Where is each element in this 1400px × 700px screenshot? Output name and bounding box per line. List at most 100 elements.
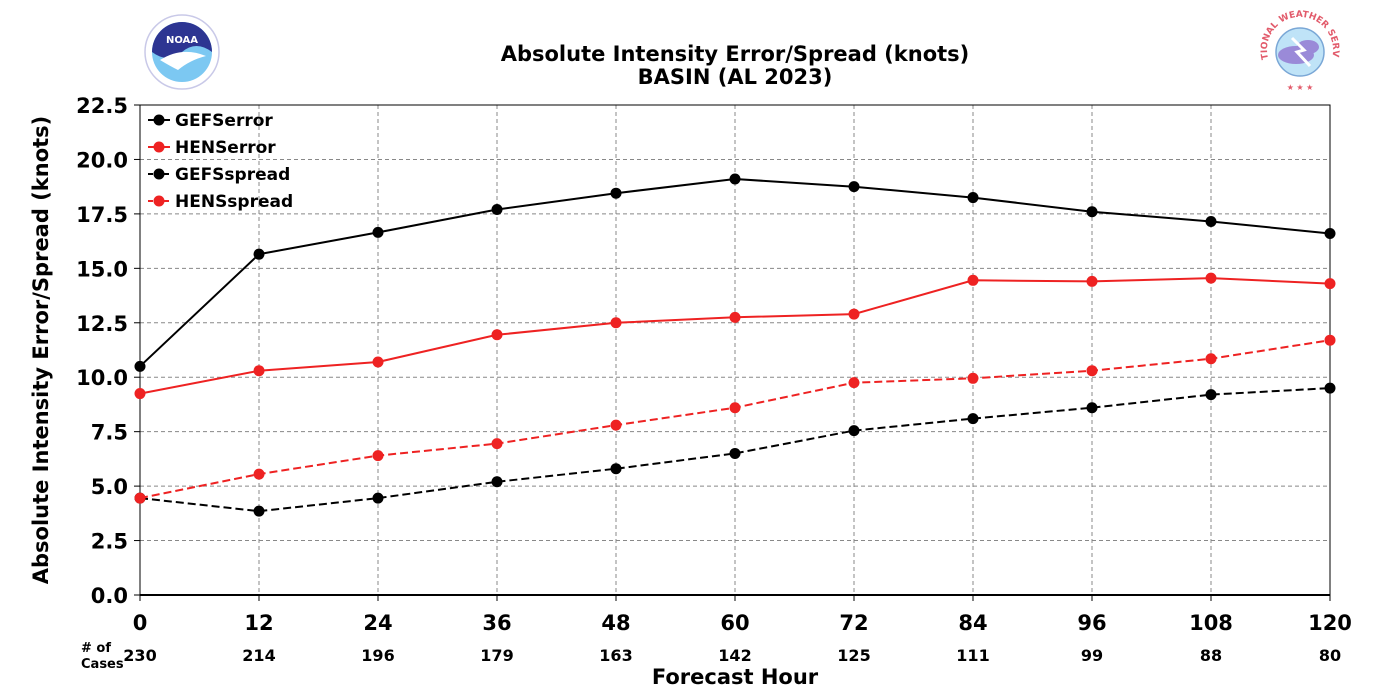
legend: GEFSerror HENSerror GEFSspread HENSspread xyxy=(148,111,293,212)
x-tick-label: 0 xyxy=(133,611,148,635)
series-line-hensspread xyxy=(139,339,1331,500)
case-count: 214 xyxy=(242,646,275,665)
data-point-hensspread xyxy=(1205,353,1217,365)
data-point-hensspread xyxy=(253,468,265,480)
data-point-henserror xyxy=(491,329,503,341)
data-point-gefsspread xyxy=(253,505,265,517)
x-tick-label: 36 xyxy=(482,611,511,635)
y-tick-label: 0.0 xyxy=(91,584,128,608)
legend-label-gefsspread: GEFSspread xyxy=(175,165,290,185)
data-point-henserror xyxy=(1086,275,1098,287)
data-point-hensspread xyxy=(372,450,384,462)
x-tick-label: 24 xyxy=(363,611,392,635)
data-point-gefserror xyxy=(848,181,860,193)
data-point-gefsspread xyxy=(610,463,622,475)
data-point-gefsspread xyxy=(1324,382,1336,394)
data-point-henserror xyxy=(610,317,622,329)
x-tick-label: 96 xyxy=(1077,611,1106,635)
data-point-hensspread xyxy=(1324,334,1336,346)
data-point-gefserror xyxy=(372,226,384,238)
data-point-hensspread xyxy=(729,402,741,414)
case-count: 163 xyxy=(599,646,632,665)
y-tick-label: 7.5 xyxy=(91,421,128,445)
data-point-henserror xyxy=(134,388,146,400)
legend-label-gefserror: GEFSerror xyxy=(175,111,273,131)
data-point-hensspread xyxy=(967,372,979,384)
data-point-gefserror xyxy=(610,187,622,199)
data-point-hensspread xyxy=(491,438,503,450)
data-point-gefsspread xyxy=(372,492,384,504)
case-count: 230 xyxy=(123,646,156,665)
data-point-gefserror xyxy=(729,173,741,185)
x-tick-label: 84 xyxy=(958,611,987,635)
data-point-hensspread xyxy=(848,377,860,389)
data-point-gefserror xyxy=(1086,206,1098,218)
data-point-henserror xyxy=(372,356,384,368)
y-tick-label: 22.5 xyxy=(76,94,128,118)
data-point-henserror xyxy=(729,311,741,323)
case-count: 125 xyxy=(837,646,870,665)
y-tick-label: 5.0 xyxy=(91,475,128,499)
y-tick-label: 12.5 xyxy=(76,312,128,336)
case-count: 80 xyxy=(1319,646,1341,665)
y-axis-ticks: 0.0 2.5 5.0 7.5 10.0 12.5 15.0 17.5 20.0 22.5 xyxy=(76,94,140,608)
y-tick-label: 20.0 xyxy=(76,148,128,172)
x-axis-ticks: 0 12 24 36 48 60 72 84 96 108 120 xyxy=(133,595,1352,635)
data-point-gefserror xyxy=(967,192,979,204)
data-point-henserror xyxy=(1324,278,1336,290)
legend-marker-hensspread xyxy=(153,195,165,207)
legend-marker-henserror xyxy=(153,141,165,153)
data-point-gefsspread xyxy=(1086,402,1098,414)
y-tick-label: 10.0 xyxy=(76,366,128,390)
x-tick-label: 72 xyxy=(839,611,868,635)
y-tick-label: 17.5 xyxy=(76,203,128,227)
y-axis-label: Absolute Intensity Error/Spread (knots) xyxy=(29,116,53,585)
series-lines xyxy=(134,173,1336,517)
data-point-hensspread xyxy=(134,492,146,504)
legend-marker-gefsspread xyxy=(153,168,165,180)
chart-subtitle: BASIN (AL 2023) xyxy=(638,65,833,89)
chart-title: Absolute Intensity Error/Spread (knots) xyxy=(501,42,970,66)
noaa-logo-text: NOAA xyxy=(166,35,198,46)
data-point-gefserror xyxy=(134,360,146,372)
data-point-hensspread xyxy=(1086,365,1098,377)
case-count: 196 xyxy=(361,646,394,665)
data-point-gefsspread xyxy=(491,476,503,488)
noaa-logo: NOAA xyxy=(144,14,220,90)
x-tick-label: 12 xyxy=(244,611,273,635)
x-tick-label: 108 xyxy=(1189,611,1233,635)
data-point-gefsspread xyxy=(729,447,741,459)
data-point-gefserror xyxy=(491,204,503,216)
data-point-henserror xyxy=(253,365,265,377)
x-axis-label: Forecast Hour xyxy=(652,665,819,689)
data-point-gefsspread xyxy=(848,425,860,437)
data-point-henserror xyxy=(1205,272,1217,284)
x-tick-label: 48 xyxy=(601,611,630,635)
case-count: 99 xyxy=(1081,646,1103,665)
y-tick-label: 2.5 xyxy=(91,530,128,554)
nws-logo-stars: ★ ★ ★ xyxy=(1287,83,1314,92)
case-counts: 230 214 196 179 163 142 125 111 99 88 80 xyxy=(123,646,1341,665)
data-point-gefsspread xyxy=(967,413,979,425)
case-count: 88 xyxy=(1200,646,1222,665)
data-point-gefserror xyxy=(1205,216,1217,228)
case-count: 111 xyxy=(956,646,989,665)
case-count: 179 xyxy=(480,646,513,665)
cases-header-line1: # of xyxy=(81,641,111,656)
series-line-gefsspread xyxy=(139,387,1331,513)
legend-marker-gefserror xyxy=(153,114,165,126)
case-count: 142 xyxy=(718,646,751,665)
cases-header-line2: Cases xyxy=(81,657,124,672)
legend-label-henserror: HENSerror xyxy=(175,138,276,158)
data-point-gefserror xyxy=(1324,227,1336,239)
data-point-gefserror xyxy=(253,248,265,260)
data-point-gefsspread xyxy=(1205,389,1217,401)
data-point-henserror xyxy=(848,308,860,320)
data-point-henserror xyxy=(967,274,979,286)
x-tick-label: 60 xyxy=(720,611,749,635)
legend-label-hensspread: HENSspread xyxy=(175,192,293,212)
x-tick-label: 120 xyxy=(1308,611,1352,635)
y-tick-label: 15.0 xyxy=(76,257,128,281)
data-point-hensspread xyxy=(610,419,622,431)
